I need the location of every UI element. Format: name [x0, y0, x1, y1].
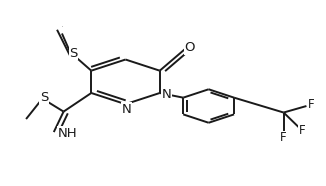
Text: F: F [307, 98, 314, 111]
Text: F: F [299, 124, 306, 137]
Text: S: S [69, 46, 78, 60]
Text: O: O [185, 41, 195, 54]
Text: F: F [280, 131, 287, 144]
Text: S: S [40, 91, 48, 104]
Text: N: N [161, 88, 171, 101]
Text: NH: NH [58, 127, 77, 140]
Text: N: N [121, 103, 131, 116]
